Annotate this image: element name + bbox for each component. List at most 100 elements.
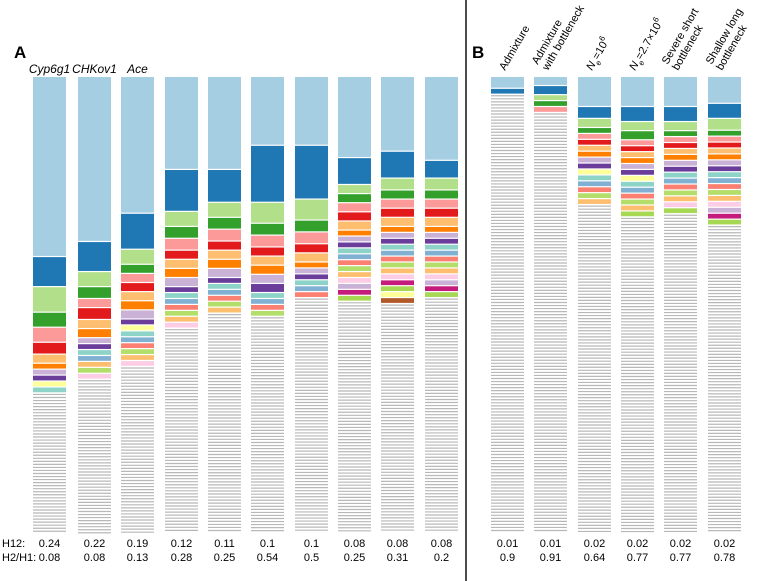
panel-a-bar-5-haplotype-12: [208, 289, 241, 295]
panel-b-h12-value-2: 0.01: [540, 538, 561, 550]
panel-a-h2h1-value-8: 0.25: [344, 552, 365, 564]
panel-a-bar-9-haplotype-4: [381, 190, 414, 199]
panel-a-bar-10-haplotype-12: [425, 250, 458, 256]
panel-b-bar-6-haplotype-6: [708, 142, 741, 148]
h12-row-label: H12:: [2, 538, 25, 550]
panel-b-bar-4-haplotype-9: [621, 164, 654, 169]
panel-a-bar-10-haplotype-5: [425, 199, 458, 208]
panel-a-bar-7-haplotype-11: [295, 280, 328, 286]
panel-b-bar-1-haplotype-2: [491, 88, 524, 94]
panel-a-h12-value-7: 0.1: [304, 538, 319, 550]
scenario-label-line-1-1: Admixture: [497, 24, 532, 73]
panel-a-bar-1-haplotype-11: [33, 381, 66, 387]
panel-a-bar-3-haplotype-6: [121, 283, 154, 292]
panel-a-bar-10-haplotype-1: [425, 77, 458, 160]
panel-a-bar-9-haplotype-5: [381, 199, 414, 208]
panel-a-bar-10-haplotype-9: [425, 232, 458, 238]
panel-b-bar-6-haplotype-11: [708, 172, 741, 178]
panel-b-bar-6-haplotype-18: [708, 213, 741, 219]
panel-a-bar-4-singletons: [165, 329, 198, 531]
panel-a-bar-7-haplotype-2: [295, 145, 328, 199]
panel-a-bar-4-haplotype-12: [165, 299, 198, 304]
h2h1-row-label: H2/H1:: [2, 552, 36, 564]
panel-a-bar-9-haplotype-9: [381, 232, 414, 238]
panel-b-bar-3-haplotype-13: [578, 181, 611, 187]
panel-b-h2h1-value-2: 0.91: [540, 552, 561, 564]
panel-a-bar-4-haplotype-8: [165, 268, 198, 277]
panel-b-bar-4-haplotype-15: [621, 199, 654, 205]
panel-a-bar-2-haplotype-12: [78, 356, 111, 361]
panel-b-bar-6-haplotype-2: [708, 103, 741, 118]
panel-b-bar-6-haplotype-19: [708, 219, 741, 225]
panel-a-h12-value-5: 0.11: [214, 538, 235, 550]
panel-b-bar-3-haplotype-10: [578, 163, 611, 169]
panel-a-bar-8: [338, 77, 371, 532]
panel-a-bar-2-haplotype-14: [78, 367, 111, 373]
panel-b-bar-6-haplotype-15: [708, 196, 741, 201]
panel-a-bar-10-singletons: [425, 298, 458, 531]
panel-a-bar-9-haplotype-2: [381, 151, 414, 178]
panel-a-bar-3-haplotype-15: [121, 349, 154, 354]
panel-a-bar-9-haplotype-11: [381, 244, 414, 250]
panel-b-bar-3-haplotype-15: [578, 193, 611, 199]
panel-b-bar-5-haplotype-1: [664, 77, 697, 106]
panel-b-bar-3-haplotype-12: [578, 175, 611, 181]
panel-a-bar-6-haplotype-6: [251, 247, 284, 256]
panel-a-bar-9: [381, 77, 414, 531]
panel-b-bar-3-haplotype-3: [578, 118, 611, 127]
panel-a-bar-8-haplotype-14: [338, 266, 371, 271]
panel-a-h2h1-value-6: 0.54: [257, 552, 278, 564]
panel-a-bar-9-haplotype-17: [381, 280, 414, 286]
panel-a-bar-5-haplotype-3: [208, 202, 241, 217]
panel-b-bar-4-haplotype-17: [621, 211, 654, 217]
panel-b-bar-6-haplotype-7: [708, 148, 741, 154]
panel-a-bar-5-haplotype-4: [208, 217, 241, 229]
panel-b-bar-3: [578, 77, 611, 533]
panel-b-bar-5-haplotype-3: [664, 122, 697, 131]
panel-b-bar-5-haplotype-11: [664, 172, 697, 178]
panel-a-bar-8-haplotype-10: [338, 242, 371, 248]
panel-b-bar-6-haplotype-5: [708, 136, 741, 142]
panel-a-h12-value-3: 0.19: [127, 538, 148, 550]
panel-a-bar-1-singletons: [33, 393, 66, 532]
panel-a-bar-2-haplotype-1: [78, 77, 111, 241]
panel-a-h12-value-9: 0.08: [387, 538, 408, 550]
panel-a-bars: [33, 77, 458, 534]
panel-b-bar-2-haplotype-4: [534, 101, 567, 106]
panel-a-bar-8-haplotype-17: [338, 284, 371, 289]
panel-b-bar-4-haplotype-2: [621, 107, 654, 121]
panel-a-bar-2-haplotype-5: [78, 299, 111, 307]
panel-a-bar-3: [121, 77, 154, 533]
panel-a-bar-6-haplotype-13: [251, 305, 284, 310]
panel-a-h2h1-value-1: 0.08: [39, 552, 60, 564]
panel-b-bar-6-haplotype-13: [708, 184, 741, 189]
panel-b-bar-4: [621, 77, 654, 533]
panel-a-bar-6-haplotype-14: [251, 310, 284, 316]
panel-a-bar-10-haplotype-15: [425, 268, 458, 274]
panel-b-bar-6-haplotype-12: [708, 178, 741, 183]
panel-a-bar-3-haplotype-1: [121, 77, 154, 213]
scenario-label-3: Ne=106: [584, 34, 610, 73]
panel-a-bar-2-haplotype-3: [78, 272, 111, 287]
panel-a-bar-9-haplotype-8: [381, 227, 414, 232]
panel-a-bar-3-haplotype-7: [121, 292, 154, 301]
scenario-label-text-4: Ne=2.7×106: [625, 15, 669, 74]
panel-a-bar-7-haplotype-7: [295, 253, 328, 262]
panel-b-bar-5-haplotype-17: [664, 208, 697, 214]
gene-label-ace: Ace: [126, 62, 148, 76]
panel-a-bar-6-singletons: [251, 317, 284, 532]
panel-b-bar-6-singletons: [708, 226, 741, 532]
panel-b-h12-value-4: 0.02: [627, 538, 648, 550]
panel-b-bar-4-haplotype-4: [621, 131, 654, 140]
panel-b-bar-6: [708, 77, 741, 532]
panel-b-h12-value-6: 0.02: [714, 538, 735, 550]
panel-a-bar-6-haplotype-2: [251, 145, 284, 202]
panel-a-bar-6-haplotype-5: [251, 235, 284, 247]
panel-a-bar-10-haplotype-10: [425, 238, 458, 244]
panel-b-h12-value-5: 0.02: [670, 538, 691, 550]
panel-a-h12-value-10: 0.08: [431, 538, 452, 550]
panel-b-h12-value-1: 0.01: [497, 538, 518, 550]
